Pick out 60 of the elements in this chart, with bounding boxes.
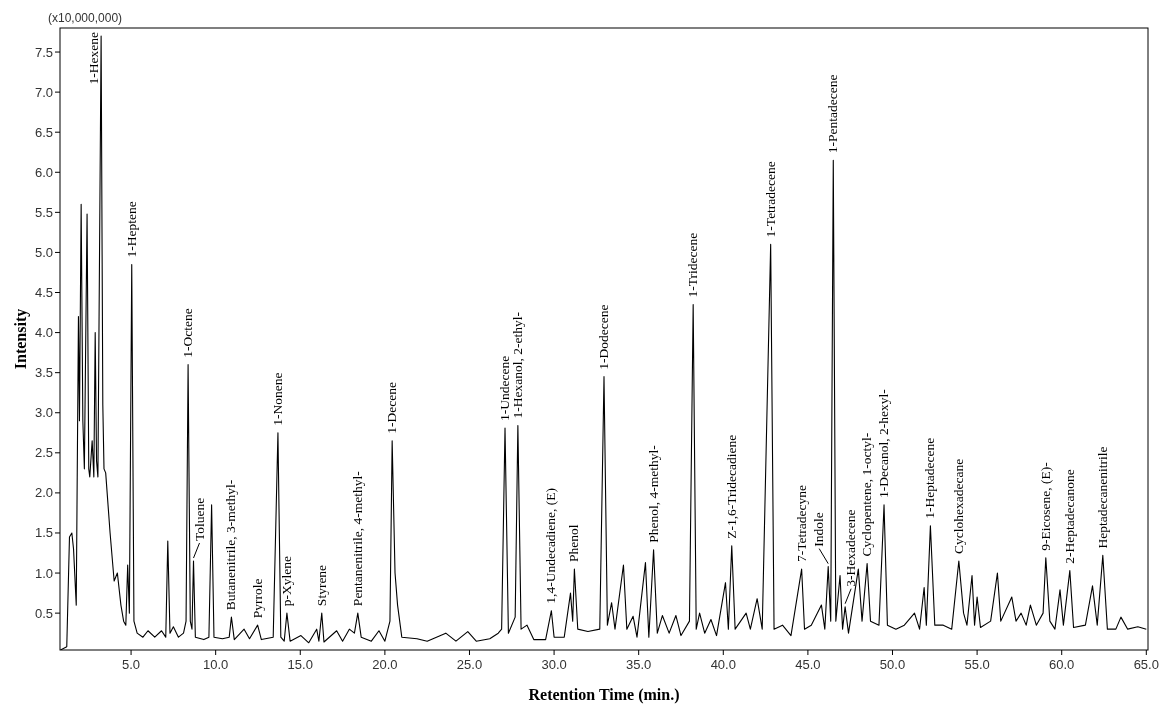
- annotation: Butanenitrile, 3-methyl-: [223, 479, 239, 611]
- y-tick-label: 2.0: [34, 485, 53, 501]
- x-axis-title: Retention Time (min.): [528, 686, 680, 704]
- annotation: 1-Decene: [384, 382, 400, 434]
- y-tick-label: 1.5: [34, 525, 53, 541]
- y-tick-label: 6.0: [34, 164, 53, 180]
- y-tick-label: 4.0: [34, 325, 53, 341]
- x-tick-label: 65.0: [1133, 657, 1159, 672]
- annotation: Cyclopentene, 1-octyl-: [859, 432, 875, 557]
- annotation: 1-Octene: [180, 308, 196, 358]
- annotation: 1,4-Undecadiene, (E): [543, 487, 559, 604]
- y-tick-label: 7.0: [34, 84, 53, 100]
- annotation: Phenol: [566, 524, 582, 563]
- y-tick-label: 6.5: [34, 124, 53, 140]
- annotation: 1-Decanol, 2-hexyl-: [876, 388, 892, 498]
- x-tick-label: 40.0: [710, 657, 736, 672]
- x-tick-label: 5.0: [122, 657, 141, 672]
- annotation: p-Xylene: [278, 555, 294, 607]
- y-tick-label: 2.5: [34, 445, 53, 461]
- y-tick-label: 0.5: [34, 605, 53, 621]
- annotation: 7-Tetradecyne: [793, 485, 809, 563]
- annotation: Pyrrole: [249, 578, 265, 619]
- x-tick-label: 50.0: [879, 657, 906, 672]
- annotation: Toluene: [191, 497, 207, 542]
- annotation: 1-Tridecene: [685, 232, 701, 298]
- x-tick-label: 25.0: [456, 657, 483, 672]
- y-tick-label: 3.5: [34, 365, 53, 381]
- annotation: 3-Hexadecene: [843, 509, 859, 587]
- x-tick-label: 20.0: [372, 657, 398, 672]
- x-tick-label: 10.0: [203, 657, 229, 672]
- annotation: 1-Heptene: [123, 201, 139, 258]
- y-tick-label: 1.0: [34, 565, 53, 581]
- x-tick-label: 35.0: [626, 657, 652, 672]
- y-tick-label: 5.0: [34, 244, 53, 260]
- annotation: 2-Heptadecanone: [1061, 469, 1077, 564]
- x-tick-label: 30.0: [541, 657, 567, 672]
- y-tick-label: 7.5: [34, 44, 53, 60]
- y-tick-label: 5.5: [34, 204, 53, 220]
- annotation: 1-Hexene: [86, 32, 102, 85]
- annotation: Cyclohexadecane: [950, 458, 966, 555]
- annotation: Indole: [811, 512, 827, 547]
- annotation: 9-Eicosene, (E)-: [1037, 461, 1053, 551]
- annotation: 1-Nonene: [269, 372, 285, 426]
- x-tick-label: 45.0: [795, 657, 821, 672]
- annotation: 1-Heptadecene: [922, 437, 938, 519]
- text: (x10,000,000): [48, 11, 123, 25]
- annotation: Phenol, 4-methyl-: [645, 444, 661, 543]
- y-tick-label: 3.0: [34, 405, 53, 421]
- annotation: Styrene: [313, 564, 329, 607]
- annotation: Heptadecanenitrile: [1094, 446, 1110, 549]
- y-tick-label: 4.5: [34, 285, 53, 301]
- annotation: 1-Pentadecene: [825, 74, 841, 154]
- y-axis-title: Intensity: [12, 308, 30, 370]
- annotation: 1-Tetradecene: [762, 161, 778, 238]
- x-tick-label: 15.0: [287, 657, 313, 672]
- x-tick-label: 55.0: [964, 657, 990, 672]
- annotation: 1-Dodecene: [596, 304, 611, 370]
- annotation: Z-1,6-Tridecadiene: [723, 434, 739, 539]
- x-tick-label: 60.0: [1049, 657, 1075, 672]
- annotation: Pentanenitrile, 4-methyl-: [349, 470, 365, 607]
